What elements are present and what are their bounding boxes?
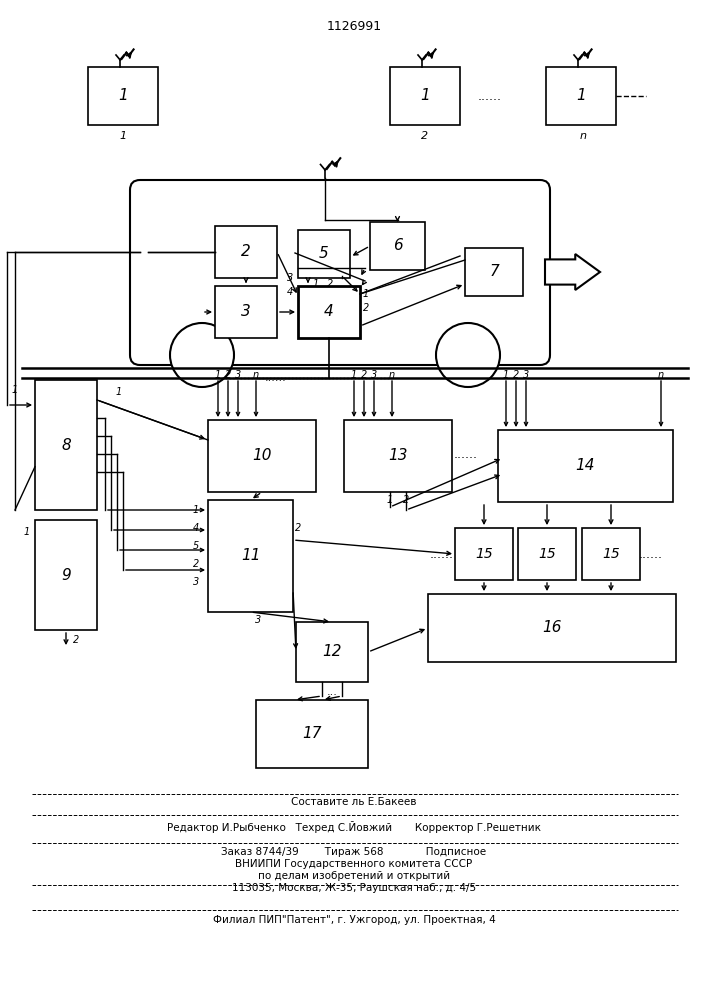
Text: 4: 4 <box>324 304 334 320</box>
Text: 4: 4 <box>287 287 293 297</box>
Text: 1: 1 <box>24 527 30 537</box>
Bar <box>215 286 277 338</box>
Text: 3: 3 <box>255 615 262 625</box>
Circle shape <box>436 323 500 387</box>
Bar <box>344 420 452 492</box>
Text: 1: 1 <box>420 89 430 104</box>
Text: 4: 4 <box>193 523 199 533</box>
Text: 17: 17 <box>303 726 322 742</box>
Text: 13: 13 <box>388 448 408 464</box>
Bar <box>498 430 673 502</box>
Circle shape <box>170 323 234 387</box>
Text: n: n <box>253 370 259 380</box>
Text: 2: 2 <box>403 495 409 505</box>
Text: 3: 3 <box>523 370 529 380</box>
Text: 1: 1 <box>387 495 393 505</box>
Bar <box>298 230 350 278</box>
Text: 8: 8 <box>61 438 71 452</box>
Text: 1: 1 <box>313 279 319 289</box>
Text: ......: ...... <box>454 448 478 462</box>
Text: n: n <box>580 131 587 141</box>
Text: 2: 2 <box>421 131 428 141</box>
Bar <box>518 528 576 580</box>
Text: 15: 15 <box>475 547 493 561</box>
Text: n: n <box>658 370 664 380</box>
Text: 11: 11 <box>241 548 260 564</box>
Text: 10: 10 <box>252 448 271 464</box>
Bar <box>88 67 158 125</box>
Text: 5: 5 <box>193 541 199 551</box>
Text: 2: 2 <box>225 370 231 380</box>
Bar <box>582 528 640 580</box>
Text: 3: 3 <box>241 304 251 320</box>
Text: 7: 7 <box>489 264 499 279</box>
Bar <box>428 594 676 662</box>
Text: ВНИИПИ Государственного комитета СССР: ВНИИПИ Государственного комитета СССР <box>235 859 472 869</box>
Text: ......: ...... <box>639 548 663 562</box>
Text: 1126991: 1126991 <box>327 20 382 33</box>
Text: 5: 5 <box>319 246 329 261</box>
Text: 2: 2 <box>363 303 369 313</box>
Text: 14: 14 <box>575 458 595 474</box>
Text: ...: ... <box>327 687 337 697</box>
Text: 1: 1 <box>116 387 122 397</box>
Text: 12: 12 <box>322 645 341 660</box>
Text: 1: 1 <box>12 385 18 395</box>
Text: 1: 1 <box>118 89 128 104</box>
Text: 2: 2 <box>295 523 301 533</box>
Text: Составите ль Е.Бакеев: Составите ль Е.Бакеев <box>291 797 416 807</box>
Text: Редактор И.Рыбченко   Техред С.Йовжий       Корректор Г.Решетник: Редактор И.Рыбченко Техред С.Йовжий Корр… <box>167 821 541 833</box>
Text: 3: 3 <box>371 370 377 380</box>
Text: ......: ...... <box>430 548 454 562</box>
Text: Заказ 8744/39        Тираж 568             Подписное: Заказ 8744/39 Тираж 568 Подписное <box>221 847 486 857</box>
Text: 15: 15 <box>538 547 556 561</box>
Text: Филиал ПИП"Патент", г. Ужгород, ул. Проектная, 4: Филиал ПИП"Патент", г. Ужгород, ул. Прое… <box>213 915 496 925</box>
Bar <box>298 286 360 338</box>
Text: 1: 1 <box>503 370 509 380</box>
Bar <box>465 248 523 296</box>
Text: 2: 2 <box>361 370 367 380</box>
Text: 9: 9 <box>61 568 71 582</box>
Text: 2: 2 <box>513 370 519 380</box>
Bar <box>370 222 425 270</box>
Text: 2: 2 <box>193 559 199 569</box>
Text: 3: 3 <box>193 577 199 587</box>
Text: 15: 15 <box>602 547 620 561</box>
Bar <box>390 67 460 125</box>
Text: ......: ...... <box>478 90 502 103</box>
Bar <box>215 226 277 278</box>
Bar <box>256 700 368 768</box>
Bar <box>208 420 316 492</box>
Bar <box>296 622 368 682</box>
Bar <box>455 528 513 580</box>
Text: 3: 3 <box>287 273 293 283</box>
Text: 3: 3 <box>235 370 241 380</box>
Bar <box>35 520 97 630</box>
Text: 113035, Москва, Ж-35, Раушская наб., д. 4/5: 113035, Москва, Ж-35, Раушская наб., д. … <box>232 883 476 893</box>
Bar <box>208 500 293 612</box>
Text: по делам изобретений и открытий: по делам изобретений и открытий <box>258 871 450 881</box>
Text: 2: 2 <box>73 635 79 645</box>
Text: 1: 1 <box>363 289 369 299</box>
Text: 2: 2 <box>327 279 333 289</box>
Text: n: n <box>389 370 395 380</box>
Text: 1: 1 <box>576 89 586 104</box>
Text: 6: 6 <box>392 238 402 253</box>
Text: 1: 1 <box>193 505 199 515</box>
Bar <box>35 380 97 510</box>
Text: ......: ...... <box>265 373 287 383</box>
Polygon shape <box>545 254 600 290</box>
FancyBboxPatch shape <box>130 180 550 365</box>
Text: 16: 16 <box>542 620 562 636</box>
Text: 2: 2 <box>241 244 251 259</box>
Bar <box>546 67 616 125</box>
Text: 1: 1 <box>351 370 357 380</box>
Text: 1: 1 <box>215 370 221 380</box>
Text: 1: 1 <box>119 131 127 141</box>
